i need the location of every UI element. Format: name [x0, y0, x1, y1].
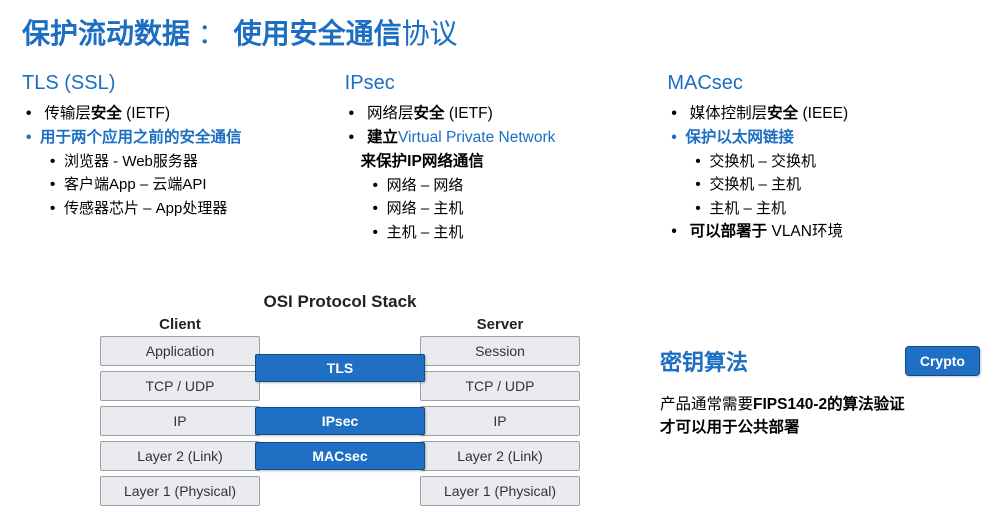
osi-header-row: Client Server: [100, 316, 580, 333]
ipsec-item-2: 建立Virtual Private Network 来保护IP网络通信: [347, 126, 656, 174]
proto-ipsec: IPsec: [255, 407, 425, 435]
osi-head-client: Client: [100, 316, 260, 333]
macsec-sublist: 交换机 – 交换机 交换机 – 主机 主机 – 主机: [667, 150, 978, 220]
tls-sub-3: 传感器芯片 – App处理器: [50, 197, 333, 220]
macsec-sub-1: 交换机 – 交换机: [695, 150, 978, 173]
osi-client-3: Layer 2 (Link): [100, 441, 260, 471]
osi-client-2: IP: [100, 406, 260, 436]
col-macsec: MACsec 媒体控制层安全 (IEEE) 保护以太网链接 交换机 – 交换机 …: [667, 72, 978, 244]
ipsec-sublist: 网络 – 网络 网络 – 主机 主机 – 主机: [345, 174, 656, 244]
tls-heading: TLS (SSL): [22, 72, 333, 95]
osi-client-1: TCP / UDP: [100, 371, 260, 401]
title-part2: 使用安全通信: [226, 18, 402, 49]
col-ipsec: IPsec 网络层安全 (IETF) 建立Virtual Private Net…: [345, 72, 656, 244]
osi-head-server: Server: [420, 316, 580, 333]
columns-row: TLS (SSL) 传输层安全 (IETF) 用于两个应用之前的安全通信 浏览器…: [22, 72, 978, 244]
osi-client-4: Layer 1 (Physical): [100, 476, 260, 506]
osi-server-3: Layer 2 (Link): [420, 441, 580, 471]
tls-sub-1: 浏览器 - Web服务器: [50, 150, 333, 173]
tls-item-2: 用于两个应用之前的安全通信: [24, 126, 333, 150]
crypto-section: 密钥算法 Crypto 产品通常需要FIPS140-2的算法验证 才可以用于公共…: [660, 345, 980, 440]
ipsec-sub-3: 主机 – 主机: [373, 221, 656, 244]
osi-diagram: OSI Protocol Stack Client Server Applica…: [100, 292, 580, 511]
col-tls: TLS (SSL) 传输层安全 (IETF) 用于两个应用之前的安全通信 浏览器…: [22, 72, 333, 244]
osi-server-4: Layer 1 (Physical): [420, 476, 580, 506]
osi-server-2: IP: [420, 406, 580, 436]
crypto-header: 密钥算法 Crypto: [660, 345, 980, 377]
ipsec-sub-2: 网络 – 主机: [373, 197, 656, 220]
proto-tls: TLS: [255, 354, 425, 382]
crypto-title: 密钥算法: [660, 345, 748, 377]
tls-sub-2: 客户端App – 云端API: [50, 173, 333, 196]
macsec-sub-2: 交换机 – 主机: [695, 173, 978, 196]
macsec-item-1: 媒体控制层安全 (IEEE): [669, 102, 978, 126]
macsec-sub-3: 主机 – 主机: [695, 197, 978, 220]
osi-client-0: Application: [100, 336, 260, 366]
tls-sublist: 浏览器 - Web服务器 客户端App – 云端API 传感器芯片 – App处…: [22, 150, 333, 220]
tls-list: 传输层安全 (IETF) 用于两个应用之前的安全通信: [22, 102, 333, 150]
osi-server-1: TCP / UDP: [420, 371, 580, 401]
slide-title: 保护流动数据 ： 使用安全通信协议: [22, 12, 978, 52]
ipsec-heading: IPsec: [345, 72, 656, 95]
macsec-tail-1: 可以部署于 VLAN环境: [669, 220, 978, 244]
macsec-item-2: 保护以太网链接: [669, 126, 978, 150]
title-part3: 协议: [402, 18, 458, 49]
osi-row-4: Layer 1 (Physical) Layer 1 (Physical): [100, 476, 580, 506]
title-colon: ：: [190, 18, 226, 49]
tls-item-1: 传输层安全 (IETF): [24, 102, 333, 126]
osi-grid: Application Session TCP / UDP TCP / UDP …: [100, 336, 580, 506]
ipsec-item-1: 网络层安全 (IETF): [347, 102, 656, 126]
osi-server-0: Session: [420, 336, 580, 366]
title-part1: 保护流动数据: [22, 18, 190, 49]
macsec-heading: MACsec: [667, 72, 978, 95]
crypto-badge: Crypto: [905, 346, 980, 376]
ipsec-sub-1: 网络 – 网络: [373, 174, 656, 197]
ipsec-list: 网络层安全 (IETF) 建立Virtual Private Network 来…: [345, 102, 656, 174]
macsec-list: 媒体控制层安全 (IEEE) 保护以太网链接: [667, 102, 978, 150]
proto-macsec: MACsec: [255, 442, 425, 470]
osi-title: OSI Protocol Stack: [100, 292, 580, 312]
crypto-text: 产品通常需要FIPS140-2的算法验证 才可以用于公共部署: [660, 393, 980, 440]
macsec-tail: 可以部署于 VLAN环境: [667, 220, 978, 244]
